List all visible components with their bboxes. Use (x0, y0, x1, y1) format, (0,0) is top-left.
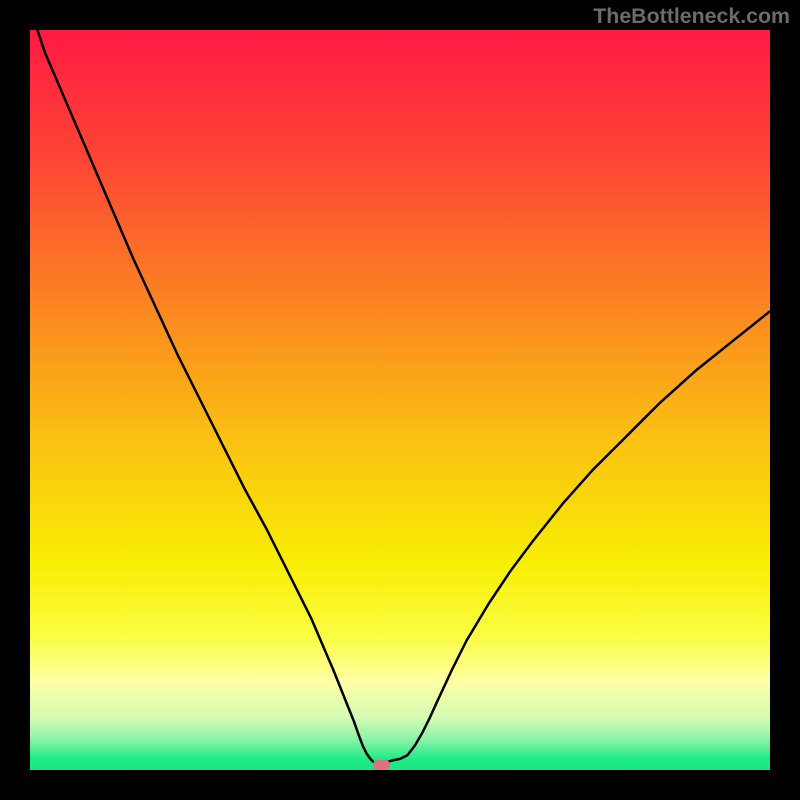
bottleneck-marker (373, 760, 389, 769)
bottleneck-chart (30, 30, 770, 770)
chart-background (30, 30, 770, 770)
chart-frame: TheBottleneck.com (0, 0, 800, 800)
watermark-text: TheBottleneck.com (593, 4, 790, 29)
